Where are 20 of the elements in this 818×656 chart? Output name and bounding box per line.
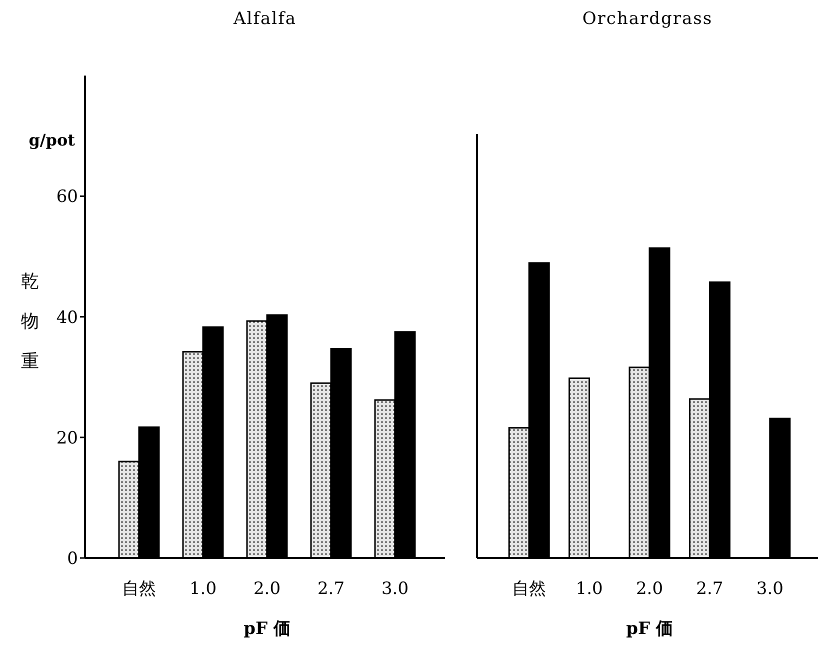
x-tick-label: 自然 bbox=[512, 579, 546, 599]
chart-title: Alfalfa bbox=[232, 9, 297, 29]
text: g/pot bbox=[28, 130, 76, 150]
y-axis-title: 乾物重 bbox=[21, 270, 39, 372]
x-tick-label: 2.7 bbox=[317, 579, 345, 599]
x-tick-label: 1.0 bbox=[576, 579, 603, 599]
y-tick-label: 0 bbox=[67, 549, 78, 569]
x-tick-label: 3.0 bbox=[381, 579, 409, 599]
x-tick-label: 1.0 bbox=[189, 579, 217, 599]
x-tick-label: 2.0 bbox=[636, 579, 664, 599]
chart-title: Orchardgrass bbox=[582, 9, 713, 29]
x-axis-title: pF 価 bbox=[626, 619, 673, 639]
y-tick-label: 60 bbox=[56, 187, 78, 208]
y-tick-label: 20 bbox=[56, 428, 78, 448]
x-tick-label: 自然 bbox=[122, 579, 156, 599]
x-tick-label: 2.0 bbox=[253, 579, 281, 599]
x-tick-label: 2.7 bbox=[696, 579, 724, 599]
x-axis-title: pF 価 bbox=[244, 619, 290, 639]
x-tick-label: 3.0 bbox=[756, 579, 784, 599]
y-tick-label: 40 bbox=[56, 308, 78, 328]
